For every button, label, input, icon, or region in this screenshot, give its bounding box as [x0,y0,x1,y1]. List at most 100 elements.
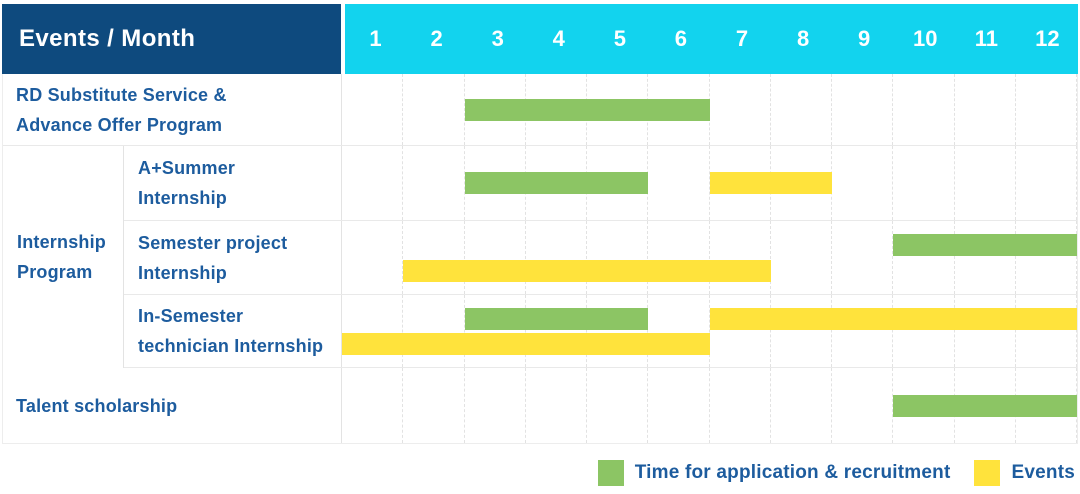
month-grid-cell [526,295,587,367]
gantt-row-chart [342,295,1077,367]
row-label-a-plus-summer: A+Summer Internship [124,146,342,220]
table-body: RD Substitute Service & Advance Offer Pr… [2,74,1078,444]
events-month-header-cell: Events / Month [2,4,341,74]
month-grid-cell [832,146,894,220]
month-grid-cell [1016,146,1077,220]
legend-item-events: Events [974,460,1075,486]
month-grid-cell [1016,221,1077,294]
legend-label-events: Events [1011,462,1075,483]
row-label-in-semester-technician: In-Semester technician Internship [124,295,342,367]
row-label-line: technician Internship [138,336,324,356]
month-grid-cell [648,221,710,294]
month-grid-cell [403,221,465,294]
row-label-semester-project: Semester project Internship [124,221,342,294]
month-grid-cell [771,368,832,443]
group-label-line: Internship [17,232,107,252]
month-grid-cell [955,295,1016,367]
month-grid-cell [587,295,649,367]
month-label-1: 1 [369,26,382,51]
month-label-3: 3 [491,26,504,51]
gantt-bar-application-m3-m5 [464,308,649,330]
table-header-row: Events / Month 1 2 3 4 5 6 7 8 9 10 11 12 [2,4,1078,74]
month-label-6: 6 [674,26,688,51]
table-row-rd-substitute: RD Substitute Service & Advance Offer Pr… [3,74,1077,146]
month-label-7: 7 [735,26,749,51]
row-label-line: Internship [138,188,228,208]
gantt-bar-event-m7-m12 [709,308,1077,330]
month-grid-cell [771,74,832,145]
table-row-semester-project: Semester project Internship [124,221,1077,295]
row-label-line: RD Substitute Service & [16,84,227,105]
table-row-talent-scholarship: Talent scholarship [3,368,1077,443]
table-row-a-plus-summer: A+Summer Internship [124,146,1077,221]
internship-program-group: Internship Program A+Summer Internship S… [3,146,1077,368]
month-grid-cell [832,368,894,443]
row-label-line: Semester project [138,232,288,253]
month-label-12: 12 [1035,26,1060,51]
month-grid-cell [832,221,894,294]
month-grid-cell [403,295,465,367]
row-label-line: Talent scholarship [16,395,178,416]
legend-label-application: Time for application & recruitment [634,462,951,483]
gantt-row-chart [342,368,1077,443]
gantt-row-chart [342,74,1077,145]
gantt-bar-application-m3-m5 [464,172,649,194]
month-grid-cell [526,368,587,443]
month-grid-cell [403,74,465,145]
month-grid-cell [342,221,404,294]
month-grid-cell [710,368,771,443]
month-label-8: 8 [796,26,810,51]
month-grid-cell [587,221,649,294]
month-grid-cell [955,146,1016,220]
month-grid-cell [710,295,771,367]
row-label-talent-scholarship: Talent scholarship [3,368,342,443]
group-rows: A+Summer Internship Semester project Int… [124,146,1077,368]
month-grid-cell [893,74,955,145]
group-label-internship-program: Internship Program [3,146,124,368]
application-color-swatch-icon [597,460,624,486]
month-label-10: 10 [913,26,938,51]
month-grid-cell [893,146,955,220]
table-row-in-semester-technician: In-Semester technician Internship [124,295,1077,368]
month-grid-cell [648,368,710,443]
gantt-bar-application-m10-m12 [893,234,1077,256]
row-label-line: In-Semester [138,306,244,326]
row-label-line: A+Summer [138,158,236,178]
legend: Time for application & recruitment Event… [2,460,1078,486]
month-grid-cell [465,368,526,443]
legend-item-application: Time for application & recruitment [597,460,951,486]
row-label-rd-substitute: RD Substitute Service & Advance Offer Pr… [3,74,342,145]
gantt-bar-application-m10-m12 [893,394,1077,417]
events-color-swatch-icon [974,460,1001,486]
month-header-strip: 1 2 3 4 5 6 7 8 9 10 11 12 [345,4,1078,74]
month-grid-cell [403,368,465,443]
month-grid-cell [1016,74,1077,145]
month-grid-cell [648,295,710,367]
month-grid-cell [587,368,649,443]
month-grid-cell [342,74,404,145]
month-grid-cell [832,74,894,145]
month-grid-cell [710,221,771,294]
header-divider [341,4,345,74]
month-label-2: 2 [430,26,443,51]
month-grid-cell [1016,295,1077,367]
month-label-9: 9 [858,26,871,51]
month-label-5: 5 [613,26,626,51]
month-label-4: 4 [552,26,565,51]
gantt-bar-event-m2-m7 [403,260,771,282]
month-grid-cell [771,295,832,367]
month-grid-cell [342,295,404,367]
month-grid-cell [955,221,1016,294]
month-grid-cell [893,295,955,367]
month-grid-cell [648,146,710,220]
month-grid-cell [342,146,404,220]
gantt-bar-event-m1-m6 [342,333,710,355]
month-grid-cell [955,74,1016,145]
month-label-11: 11 [974,26,998,51]
gantt-row-chart [342,221,1077,294]
month-grid-cell [771,221,832,294]
month-grid-cell [832,295,894,367]
group-label-line: Program [17,262,93,282]
month-grid-cell [893,221,955,294]
